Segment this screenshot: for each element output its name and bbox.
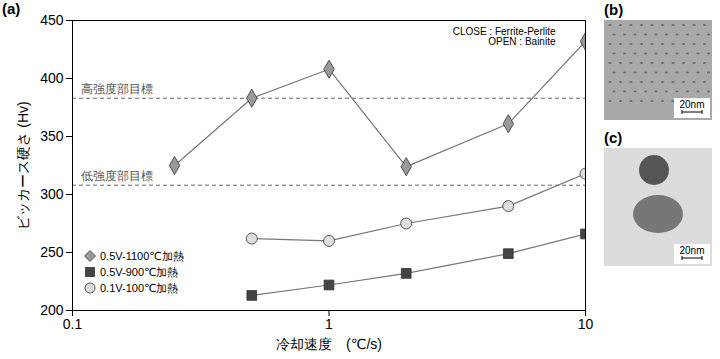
- html-text:(b): (b): [604, 1, 624, 18]
- svg-text:20nm: 20nm: [679, 99, 704, 110]
- svg-text:冷却速度 (℃/s): 冷却速度 (℃/s): [276, 336, 382, 352]
- svg-text:450: 450: [40, 12, 64, 28]
- svg-text:10: 10: [578, 316, 594, 332]
- html-text:(c): (c): [604, 129, 623, 146]
- html-text:0.5V-1100℃加熱: 0.5V-1100℃加熱: [100, 250, 184, 262]
- html-text:0.1V-100℃加熱: 0.1V-100℃加熱: [100, 282, 179, 294]
- svg-text:300: 300: [40, 186, 64, 202]
- svg-text:400: 400: [40, 70, 64, 86]
- svg-text:CLOSE : Ferrite-PerliteOPEN :: CLOSE : Ferrite-PerliteOPEN : Bainite: [453, 26, 556, 47]
- svg-text:1: 1: [325, 316, 333, 332]
- svg-text:高強度部目標: 高強度部目標: [81, 82, 153, 96]
- html-text:(a): (a): [2, 0, 21, 17]
- svg-text:200: 200: [40, 302, 64, 318]
- svg-text:20nm: 20nm: [679, 245, 704, 256]
- svg-text:350: 350: [40, 128, 64, 144]
- svg-text:ビッカース硬さ (Hv): ビッカース硬さ (Hv): [15, 101, 31, 229]
- svg-text:250: 250: [40, 244, 64, 260]
- svg-text:低強度部目標: 低強度部目標: [81, 169, 153, 183]
- html-text:0.5V-900℃加熱: 0.5V-900℃加熱: [100, 266, 179, 278]
- svg-text:0.1: 0.1: [63, 316, 83, 332]
